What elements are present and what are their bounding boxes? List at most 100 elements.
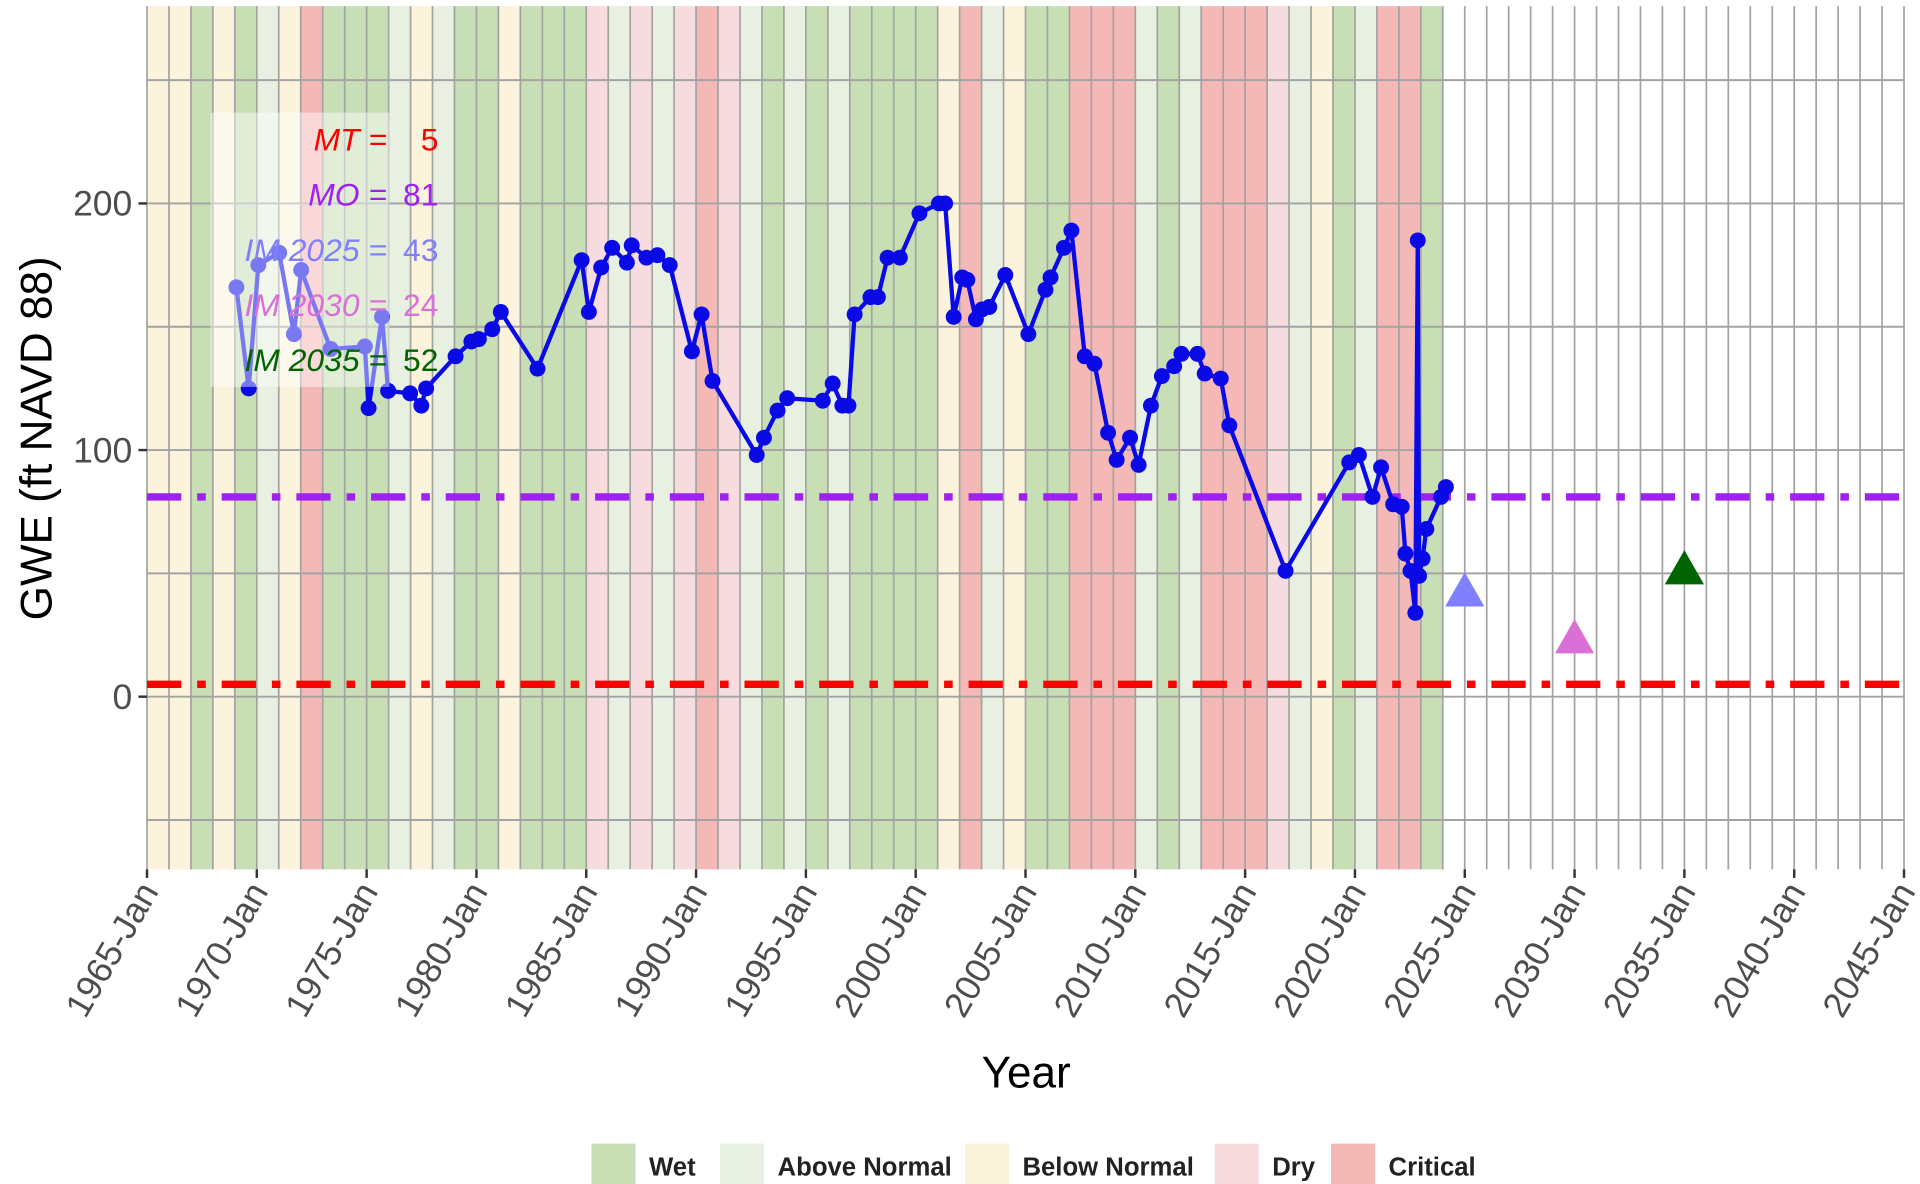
data-point	[814, 392, 831, 409]
x-tick-label: 2010-Jan	[1046, 875, 1155, 1023]
milestone-marker	[1445, 572, 1485, 607]
grid-layer	[146, 6, 1905, 870]
data-point	[779, 390, 796, 407]
data-point	[846, 306, 863, 323]
data-point	[580, 303, 597, 320]
year-type-band	[1420, 6, 1443, 870]
legend: Wet Above Normal Below Normal Dry Critical	[591, 1143, 1476, 1184]
year-type-band	[234, 6, 257, 870]
year-type-band	[300, 6, 323, 870]
data-point	[1166, 358, 1183, 375]
x-tick-label: 1970-Jan	[167, 875, 276, 1023]
x-tick-label: 2005-Jan	[936, 875, 1045, 1023]
data-point	[1397, 545, 1414, 562]
year-type-band	[1047, 6, 1070, 870]
year-type-band	[915, 6, 938, 870]
year-type-band	[542, 6, 565, 870]
legend-label: Dry	[1272, 1153, 1316, 1181]
threshold-value: 81	[403, 177, 438, 213]
data-point	[1020, 326, 1037, 343]
data-point	[1086, 355, 1103, 372]
year-type-band	[1311, 6, 1333, 870]
data-point	[997, 266, 1014, 283]
data-point	[911, 205, 928, 222]
year-type-band	[190, 6, 213, 870]
year-type-band	[256, 6, 279, 870]
data-point	[1373, 459, 1390, 476]
data-point	[447, 348, 464, 365]
series-layer	[228, 195, 1704, 654]
x-tick-label: 2015-Jan	[1156, 875, 1265, 1023]
data-point	[1122, 429, 1139, 446]
data-point	[374, 308, 390, 325]
data-point	[623, 237, 640, 254]
data-point	[1130, 456, 1147, 473]
year-type-band	[893, 6, 916, 870]
data-point	[1037, 281, 1054, 298]
year-type-band	[388, 6, 411, 870]
data-point	[250, 257, 267, 274]
legend-swatch	[1330, 1143, 1376, 1184]
data-point	[649, 247, 666, 264]
x-tick-label: 2025-Jan	[1375, 875, 1484, 1023]
x-tick-label: 2040-Jan	[1705, 875, 1814, 1023]
year-type-band	[849, 6, 872, 870]
threshold-label: MO =	[308, 177, 387, 213]
year-type-band	[718, 6, 740, 870]
data-point	[769, 402, 786, 419]
year-type-band	[1069, 6, 1092, 870]
year-type-band	[146, 6, 169, 870]
x-tick-label: 2000-Jan	[826, 875, 935, 1023]
data-point	[704, 373, 721, 389]
x-tick-label: 1965-Jan	[58, 875, 167, 1023]
milestone-marker	[1664, 550, 1704, 585]
threshold-label: IM 2035 =	[245, 342, 387, 378]
threshold-value: 5	[421, 122, 439, 158]
data-point	[869, 289, 886, 306]
legend-label: Critical	[1389, 1153, 1476, 1181]
data-point	[1407, 604, 1424, 621]
year-type-band	[1201, 6, 1224, 870]
data-point	[228, 279, 245, 296]
data-point	[1277, 562, 1294, 579]
data-point	[413, 397, 430, 414]
annotation-layer: MT = 5 MO = 81 IM 2025 = 43 IM 2030 = 24 IM 2035…	[210, 112, 439, 387]
legend-label: Below Normal	[1022, 1153, 1193, 1181]
data-point	[959, 271, 976, 288]
data-point	[748, 447, 765, 463]
threshold-label: IM 2025 =	[245, 232, 387, 268]
data-point	[1055, 239, 1072, 256]
data-point	[573, 252, 590, 269]
data-point	[1153, 368, 1170, 385]
year-type-band	[1267, 6, 1290, 870]
data-point	[529, 360, 546, 377]
data-point	[1173, 345, 1190, 362]
x-tick-label: 1985-Jan	[497, 875, 606, 1023]
year-type-band	[432, 6, 455, 870]
year-type-band	[652, 6, 675, 870]
year-type-band	[959, 6, 982, 870]
data-point	[1063, 222, 1080, 239]
year-type-band	[1376, 6, 1399, 870]
year-type-band	[366, 6, 389, 870]
annotation-box	[210, 112, 390, 387]
year-type-band	[1332, 6, 1355, 870]
year-type-band	[871, 6, 894, 870]
data-point	[1142, 397, 1159, 414]
year-type-band	[937, 6, 960, 870]
data-point	[981, 299, 998, 315]
data-point	[1409, 232, 1426, 249]
x-tick-label: 2035-Jan	[1595, 875, 1704, 1023]
threshold-label: MT =	[314, 122, 387, 158]
data-point	[891, 249, 908, 266]
data-point	[1411, 567, 1428, 584]
data-point	[693, 306, 710, 323]
data-point	[618, 254, 635, 271]
year-type-band	[212, 6, 235, 870]
year-type-band	[1289, 6, 1312, 870]
y-tick-label: 0	[113, 677, 133, 717]
year-type-band	[520, 6, 543, 870]
year-type-band	[608, 6, 631, 870]
x-tick-label: 1980-Jan	[387, 875, 496, 1023]
data-point	[824, 375, 841, 392]
